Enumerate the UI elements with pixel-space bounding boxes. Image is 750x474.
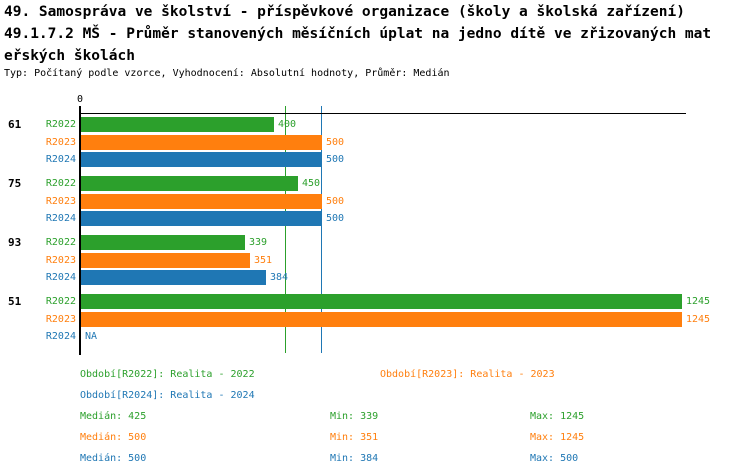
series-label-r2022-93: R2022 — [45, 237, 76, 248]
stat-max-r2022: Max: 1245 — [530, 411, 585, 422]
series-label-r2024-75: R2024 — [45, 213, 76, 224]
series-label-r2024-51: R2024 — [45, 331, 76, 342]
stat-median-r2022: Medián: 425 — [80, 411, 147, 422]
bar-value-label: 1245 — [686, 296, 711, 307]
chart-title-line-3: eřských školách — [4, 48, 135, 64]
stat-min-r2024: Min: 384 — [330, 453, 379, 464]
stat-median-r2023: Medián: 500 — [80, 432, 147, 443]
series-label-r2022-75: R2022 — [45, 178, 76, 189]
group-label-51: 51 — [8, 295, 22, 308]
bar-r2024-75 — [81, 211, 322, 226]
stat-min-r2022: Min: 339 — [330, 411, 379, 422]
bar-value-label: 450 — [302, 178, 321, 189]
stat-max-r2023: Max: 1245 — [530, 432, 585, 443]
series-label-r2024-61: R2024 — [45, 154, 76, 165]
legend-item-r2024: Období[R2024]: Realita - 2024 — [80, 390, 255, 401]
bar-value-label: 500 — [326, 213, 345, 224]
bar-r2023-93 — [81, 253, 250, 268]
bar-value-label: 339 — [249, 237, 268, 248]
bar-value-label: 384 — [270, 272, 289, 283]
group-label-61: 61 — [8, 118, 22, 131]
legend-item-r2022: Období[R2022]: Realita - 2022 — [80, 369, 255, 380]
stat-median-r2024: Medián: 500 — [80, 453, 147, 464]
baseline-axis — [80, 113, 686, 114]
series-label-r2023-75: R2023 — [45, 196, 76, 207]
series-label-r2023-61: R2023 — [45, 137, 76, 148]
bar-r2023-61 — [81, 135, 322, 150]
stat-min-r2023: Min: 351 — [330, 432, 379, 443]
series-label-r2022-61: R2022 — [45, 119, 76, 130]
bar-value-label: 400 — [278, 119, 297, 130]
chart-title-line-1: 49. Samospráva ve školství - příspěvkové… — [4, 4, 685, 20]
group-label-75: 75 — [8, 177, 22, 190]
median-line-r2024 — [321, 106, 322, 353]
chart-title-line-2: 49.1.7.2 MŠ - Průměr stanovených měsíční… — [4, 26, 712, 42]
bar-value-label: 500 — [326, 196, 345, 207]
series-label-r2022-51: R2022 — [45, 296, 76, 307]
bar-value-label: 351 — [254, 255, 273, 266]
bar-r2023-51 — [81, 312, 682, 327]
series-label-r2023-51: R2023 — [45, 314, 76, 325]
group-label-93: 93 — [8, 236, 22, 249]
stat-max-r2024: Max: 500 — [530, 453, 579, 464]
bar-value-label: 500 — [326, 137, 345, 148]
bar-r2022-93 — [81, 235, 245, 250]
bar-r2022-75 — [81, 176, 298, 191]
na-value-label: NA — [85, 331, 98, 342]
chart-meta-line: Typ: Počítaný podle vzorce, Vyhodnocení:… — [4, 68, 450, 79]
bar-value-label: 1245 — [686, 314, 711, 325]
value-axis-line — [79, 106, 81, 355]
zero-tick-label: 0 — [76, 94, 84, 105]
bar-r2024-93 — [81, 270, 266, 285]
bar-value-label: 500 — [326, 154, 345, 165]
series-label-r2023-93: R2023 — [45, 255, 76, 266]
bar-r2023-75 — [81, 194, 322, 209]
bar-r2022-51 — [81, 294, 682, 309]
legend-item-r2023: Období[R2023]: Realita - 2023 — [380, 369, 555, 380]
median-line-r2022 — [285, 106, 286, 353]
bar-r2022-61 — [81, 117, 274, 132]
bar-r2024-61 — [81, 152, 322, 167]
series-label-r2024-93: R2024 — [45, 272, 76, 283]
